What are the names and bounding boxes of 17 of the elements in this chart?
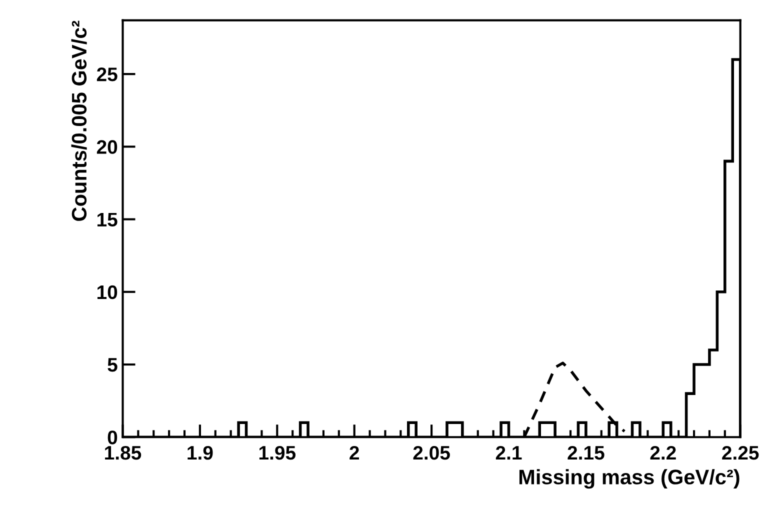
x-tick-label: 2.1 [496,446,522,460]
y-tick-label: 15 [97,212,118,227]
x-tick-label: 2.15 [568,446,604,460]
y-tick-label: 10 [97,285,118,300]
x-tick-label: 1.9 [188,446,213,460]
x-tick-label: 2.05 [413,446,450,460]
x-tick-label: 1.95 [259,446,296,460]
x-axis-title: Missing mass (GeV/c²) [519,469,740,489]
y-tick-label: 5 [108,358,118,372]
x-tick-label: 2.25 [722,446,759,460]
y-axis-title: Counts/0.005 GeV/c² [71,20,87,221]
x-tick-label: 2.2 [650,446,676,460]
y-tick-label: 0 [108,430,118,444]
x-tick-label: 2 [350,446,359,460]
x-tick-label: 1.85 [105,446,142,460]
y-tick-label: 25 [96,68,118,82]
y-tick-label: 20 [96,140,118,154]
